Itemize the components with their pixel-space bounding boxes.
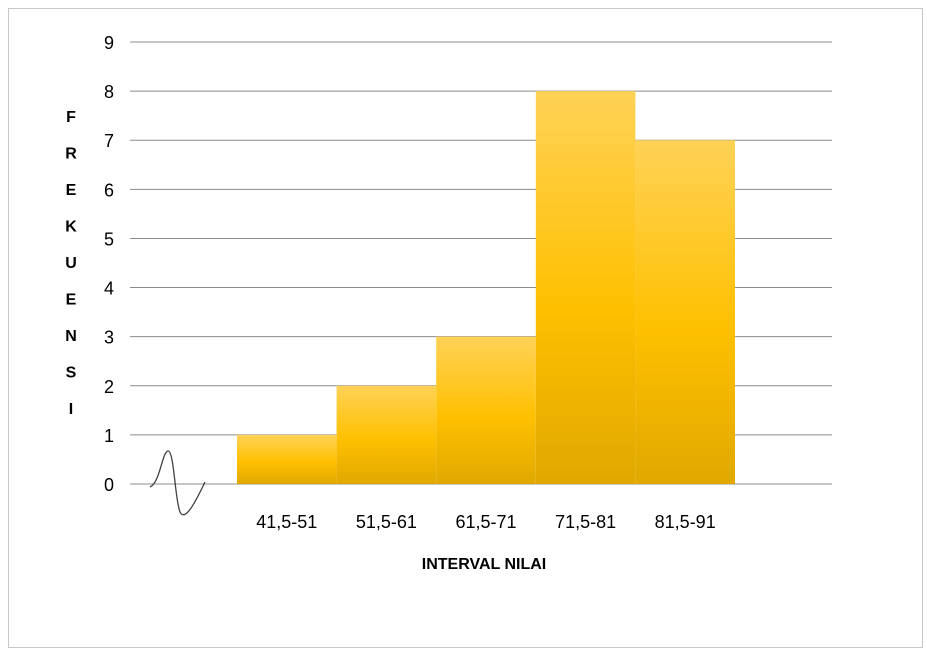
bar-1 <box>237 434 337 484</box>
y-tick-label: 2 <box>104 377 114 397</box>
axis-break-symbol <box>149 450 206 516</box>
y-tick-label: 1 <box>104 426 114 446</box>
x-tick-labels: 41,5-51 51,5-61 61,5-71 71,5-81 81,5-91 <box>256 512 715 532</box>
bar-5 <box>635 140 735 484</box>
bars <box>237 91 735 484</box>
y-tick-label: 0 <box>104 475 114 495</box>
x-tick-label: 71,5-81 <box>555 512 616 532</box>
x-tick-label: 81,5-91 <box>655 512 716 532</box>
y-tick-label: 4 <box>104 279 114 299</box>
bar-3 <box>436 336 536 484</box>
chart-frame <box>8 8 923 648</box>
y-tick-labels: 0 1 2 3 4 5 6 7 8 9 <box>104 33 114 495</box>
x-tick-label: 61,5-71 <box>455 512 516 532</box>
x-axis-title: INTERVAL NILAI <box>422 556 546 573</box>
y-tick-label: 5 <box>104 229 114 249</box>
y-tick-label: 8 <box>104 82 114 102</box>
y-tick-label: 6 <box>104 180 114 200</box>
x-tick-label: 41,5-51 <box>256 512 317 532</box>
bar-2 <box>336 385 437 484</box>
bar-4 <box>535 91 636 484</box>
y-tick-label: 7 <box>104 131 114 151</box>
x-tick-label: 51,5-61 <box>356 512 417 532</box>
y-tick-label: 3 <box>104 328 114 348</box>
histogram-chart: 0 1 2 3 4 5 6 7 8 9 41,5-51 51,5-61 61,5-71 71,5-81 8… <box>65 33 832 573</box>
y-tick-label: 9 <box>104 33 114 53</box>
